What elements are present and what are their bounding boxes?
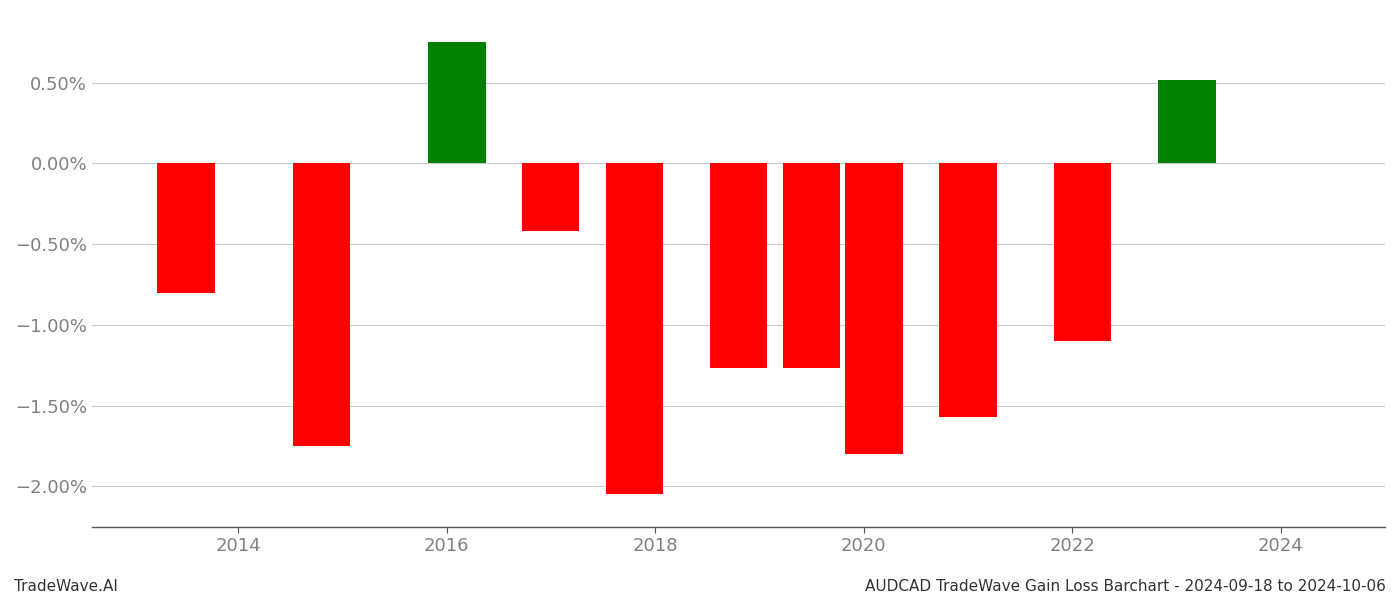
Bar	[157, 163, 214, 293]
Bar	[783, 163, 840, 368]
Text: TradeWave.AI: TradeWave.AI	[14, 579, 118, 594]
Bar	[846, 163, 903, 454]
Bar	[522, 163, 580, 231]
Text: AUDCAD TradeWave Gain Loss Barchart - 2024-09-18 to 2024-10-06: AUDCAD TradeWave Gain Loss Barchart - 20…	[865, 579, 1386, 594]
Bar	[428, 43, 486, 163]
Bar	[293, 163, 350, 446]
Bar	[939, 163, 997, 417]
Bar	[1158, 80, 1215, 163]
Bar	[1054, 163, 1112, 341]
Bar	[606, 163, 662, 494]
Bar	[710, 163, 767, 368]
